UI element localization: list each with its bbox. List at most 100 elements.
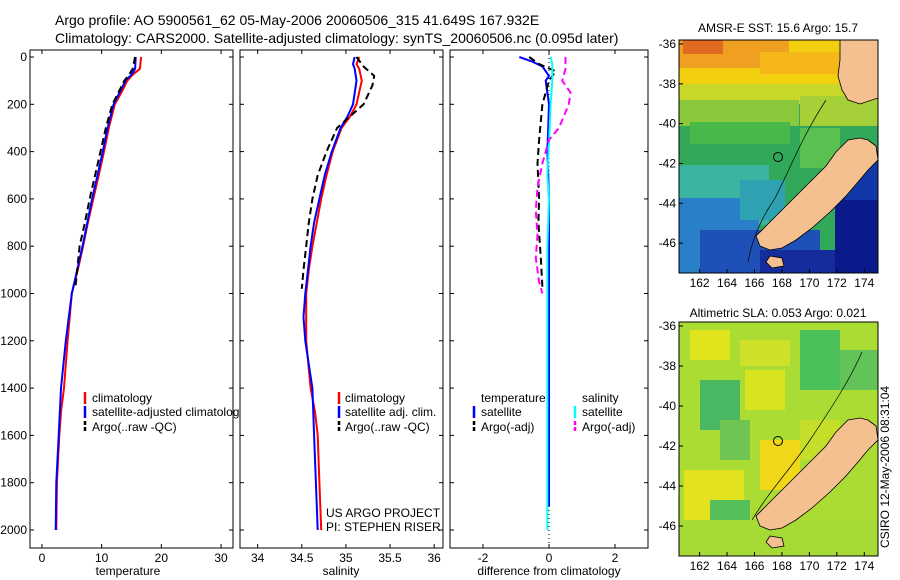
- x-tick-label: 35.5: [378, 551, 402, 565]
- legend-group-title: temperature: [481, 391, 546, 405]
- x-tick-label: -2: [478, 551, 489, 565]
- salinity-ticks: 34 34.5 35 35.5 36: [240, 50, 443, 565]
- sla-map-ticks: 162 164 166 168 170 172 174 -36 -38 -40 -42 -44 -46: [659, 319, 875, 573]
- project-pi: PI: STEPHEN RISER: [326, 520, 441, 534]
- series-line-salinity-satellite: [546, 56, 554, 530]
- map-x-tick-label: 168: [772, 559, 792, 573]
- salinity-lines: [300, 56, 376, 531]
- map-x-tick-label: 170: [799, 276, 819, 290]
- series-line-temperature-argo-adj: [528, 56, 557, 288]
- map-x-tick-label: 166: [744, 559, 764, 573]
- y-tick-label: 200: [7, 97, 27, 111]
- salinity-panel: 34 34.5 35 35.5 36 salinity climatology sate…: [239, 49, 444, 578]
- north-island-land: [837, 40, 878, 105]
- salinity-legend: climatology satellite adj. clim. Argo(..…: [337, 391, 436, 434]
- map-y-tick-label: -42: [659, 439, 677, 453]
- map-x-tick-label: 162: [690, 276, 710, 290]
- x-tick-label: 2: [612, 551, 619, 565]
- y-tick-label: 1200: [0, 334, 27, 348]
- temperature-ticks: 0 10 20 30 0 200 400 600 800 1000 1200 1400 1600 1800…: [0, 50, 233, 565]
- bathymetry-contour: [747, 99, 827, 263]
- sst-map-title: AMSR-E SST: 15.6 Argo: 15.7: [698, 21, 858, 35]
- y-tick-label: 1800: [0, 476, 27, 490]
- series-line-satellite-adj-clim: [302, 56, 358, 531]
- map-x-tick-label: 166: [744, 276, 764, 290]
- map-y-tick-label: -44: [659, 196, 677, 210]
- legend-label: climatology: [345, 391, 405, 405]
- salinity-axes-box: [239, 49, 444, 549]
- legend-label: satellite: [582, 405, 623, 419]
- map-y-tick-label: -46: [659, 236, 677, 250]
- map-x-tick-label: 172: [827, 559, 847, 573]
- sst-map-field: [679, 40, 878, 273]
- sla-map-frame: [678, 321, 879, 557]
- sla-map-title: Altimetric SLA: 0.053 Argo: 0.021: [690, 306, 867, 320]
- stewart-island-land: [765, 255, 785, 269]
- legend-group-title: salinity: [582, 391, 619, 405]
- map-y-tick-label: -40: [659, 117, 677, 131]
- figure-title-line2: Climatology: CARS2000. Satellite-adjuste…: [55, 30, 619, 46]
- map-x-tick-label: 172: [827, 276, 847, 290]
- y-tick-label: 2000: [0, 523, 27, 537]
- x-tick-label: 34.5: [290, 551, 314, 565]
- legend-label: satellite-adjusted climatology: [92, 405, 245, 419]
- map-x-tick-label: 174: [854, 276, 874, 290]
- figure-title-line1: Argo profile: AO 5900561_62 05-May-2006 …: [55, 12, 540, 28]
- map-x-tick-label: 164: [717, 559, 737, 573]
- sst-map-frame: [678, 39, 879, 274]
- map-y-tick-label: -42: [659, 156, 677, 170]
- legend-label: climatology: [92, 391, 152, 405]
- temperature-panel: 0 10 20 30 0 200 400 600 800 1000 1200 1400 1600 1800…: [0, 49, 245, 578]
- project-name: US ARGO PROJECT: [326, 506, 441, 520]
- map-x-tick-label: 170: [799, 559, 819, 573]
- salinity-xlabel: salinity: [323, 564, 360, 578]
- temperature-legend: climatology satellite-adjusted climatolo…: [83, 391, 245, 434]
- x-tick-label: 0: [546, 551, 553, 565]
- difference-lines: [518, 56, 572, 530]
- temperature-axes-box: [29, 49, 234, 549]
- difference-legend: temperature satellite Argo(-adj) salinit…: [472, 391, 635, 434]
- y-tick-label: 600: [7, 192, 27, 206]
- map-y-tick-label: -36: [659, 319, 677, 333]
- legend-label: Argo(-adj): [582, 420, 635, 434]
- y-tick-label: 1000: [0, 287, 27, 301]
- map-x-tick-label: 164: [717, 276, 737, 290]
- x-tick-label: 0: [39, 551, 46, 565]
- x-tick-label: 36: [427, 551, 441, 565]
- map-y-tick-label: -38: [659, 77, 677, 91]
- map-x-tick-label: 174: [854, 559, 874, 573]
- legend-label: Argo(..raw -QC): [92, 420, 177, 434]
- y-tick-label: 1600: [0, 428, 27, 442]
- y-tick-label: 1400: [0, 381, 27, 395]
- series-line-climatology: [305, 56, 363, 531]
- bathymetry-contour: [751, 351, 863, 521]
- map-y-tick-label: -46: [659, 519, 677, 533]
- sla-map-field: [679, 322, 878, 556]
- x-tick-label: 10: [95, 551, 109, 565]
- sst-map-panel: AMSR-E SST: 15.6 Argo: 15.7: [659, 21, 879, 290]
- sla-map-panel: Altimetric SLA: 0.053 Argo: 0.021 162 164…: [659, 306, 879, 573]
- map-y-tick-label: -38: [659, 359, 677, 373]
- y-tick-label: 0: [20, 50, 27, 64]
- x-tick-label: 30: [214, 551, 228, 565]
- y-tick-label: 400: [7, 145, 27, 159]
- timestamp-stamp: CSIRO 12-May-2006 08:31:04: [878, 385, 892, 548]
- argo-float-marker: [773, 436, 783, 446]
- legend-label: satellite adj. clim.: [345, 405, 436, 419]
- series-line-argo-raw-qc: [74, 56, 137, 288]
- difference-xlabel: difference from climatology: [477, 564, 620, 578]
- x-tick-label: 35: [339, 551, 353, 565]
- map-x-tick-label: 162: [690, 559, 710, 573]
- map-y-tick-label: -44: [659, 479, 677, 493]
- south-island-land: [755, 137, 878, 251]
- legend-label: Argo(-adj): [481, 420, 534, 434]
- south-island-land: [755, 417, 878, 531]
- temperature-lines: [54, 56, 143, 531]
- argo-float-marker: [773, 152, 783, 162]
- map-y-tick-label: -40: [659, 399, 677, 413]
- stewart-island-land: [765, 535, 785, 549]
- x-tick-label: 20: [155, 551, 169, 565]
- map-y-tick-label: -36: [659, 37, 677, 51]
- y-tick-label: 800: [7, 239, 27, 253]
